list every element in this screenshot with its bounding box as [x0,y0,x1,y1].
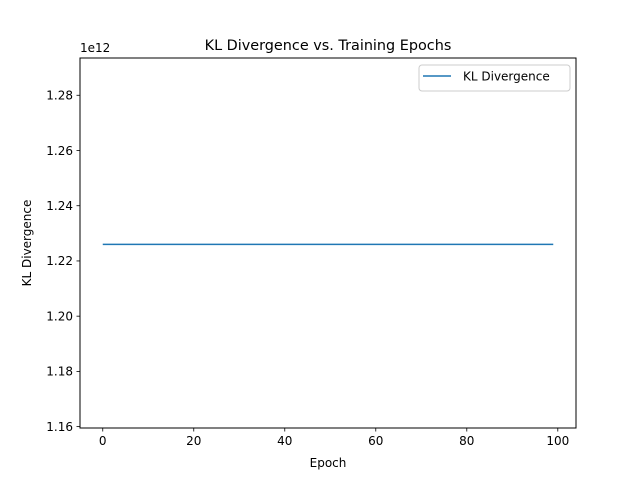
chart-title: KL Divergence vs. Training Epochs [205,38,452,54]
x-tick-label: 40 [277,434,292,448]
y-axis-offset-text: 1e12 [80,41,110,55]
legend: KL Divergence [418,64,571,92]
y-axis-ticks: 1.16 1.18 1.20 1.22 1.24 1.26 1.28 [46,89,80,434]
y-tick-label: 1.26 [46,144,73,158]
y-tick-label: 1.18 [46,365,73,379]
y-tick-label: 1.28 [46,89,73,103]
y-axis-label: KL Divergence [20,200,34,287]
legend-label-kl-divergence: KL Divergence [463,70,550,84]
x-axis-label: Epoch [310,456,347,470]
y-tick-label: 1.24 [46,199,73,213]
axes-frame [79,57,577,429]
y-tick-label: 1.22 [46,254,73,268]
y-tick-label: 1.20 [46,309,73,323]
y-tick-label: 1.16 [46,420,73,434]
x-tick-label: 60 [368,434,383,448]
x-tick-label: 20 [186,434,201,448]
legend-box [418,64,571,92]
x-tick-label: 100 [546,434,569,448]
x-axis-ticks: 0 20 40 60 80 100 [99,428,569,448]
x-tick-label: 0 [99,434,107,448]
x-tick-label: 80 [459,434,474,448]
